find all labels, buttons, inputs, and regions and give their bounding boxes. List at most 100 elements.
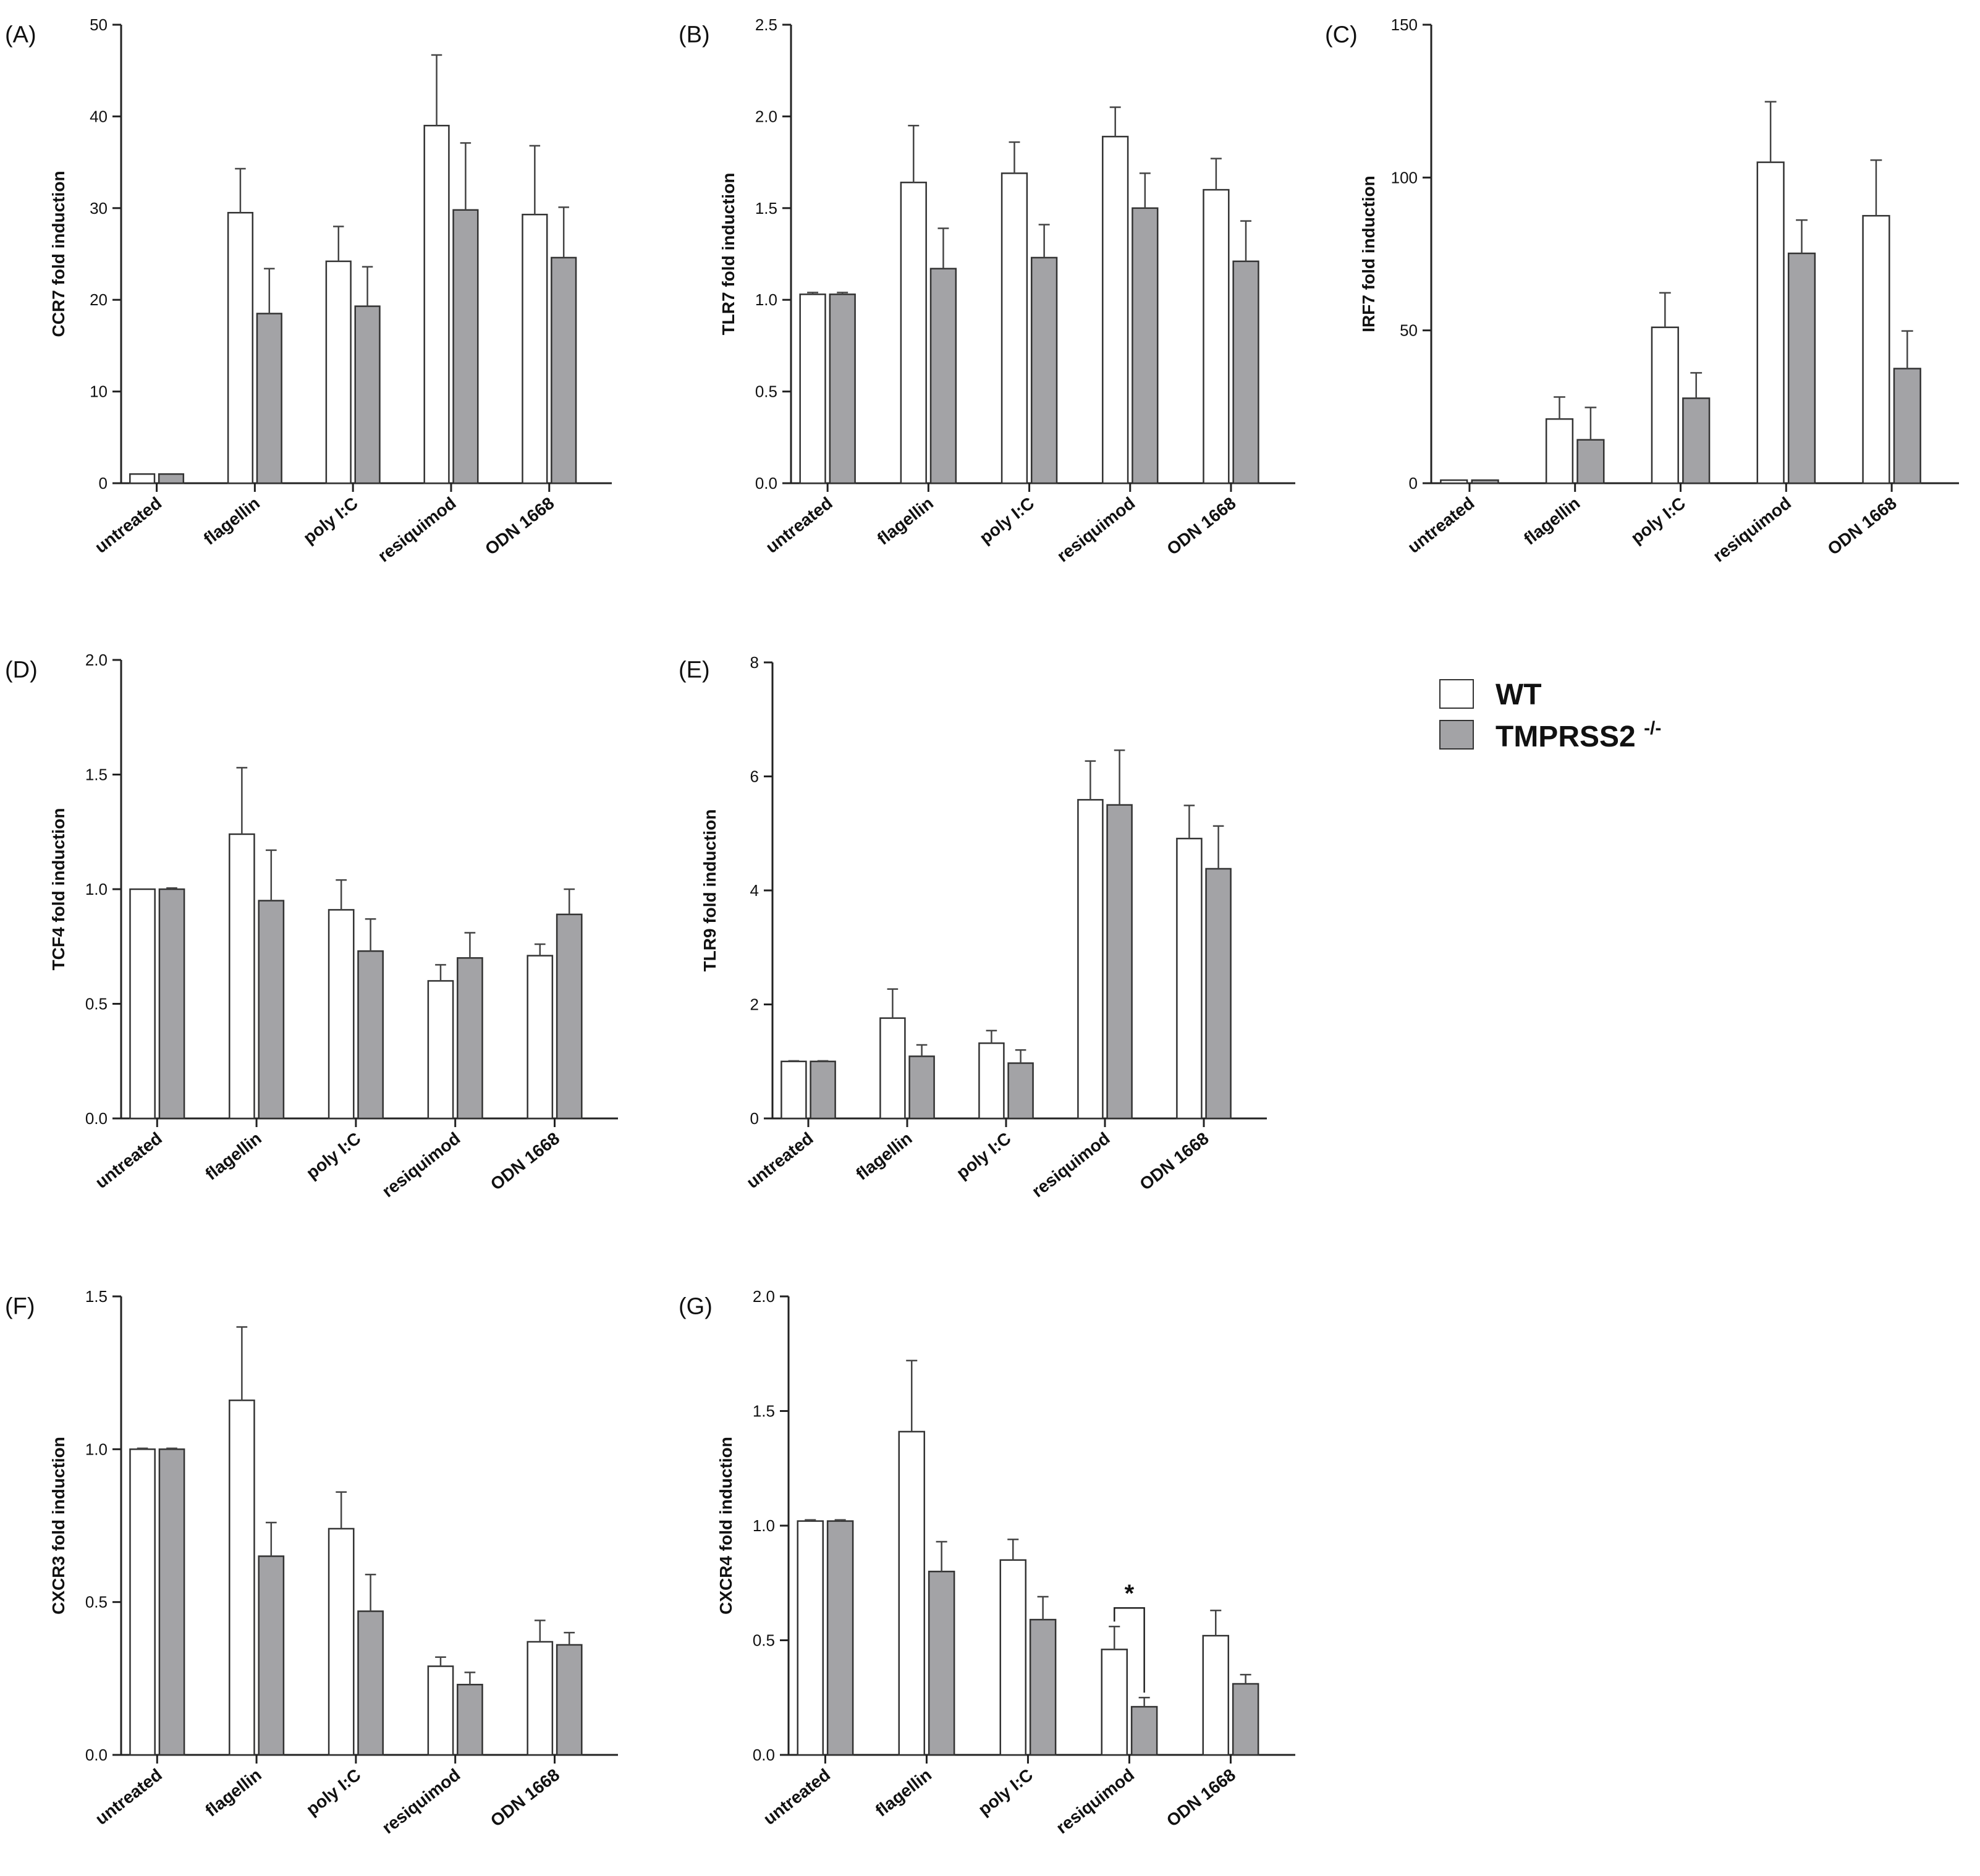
y-tick-label: 30 — [90, 199, 108, 218]
bar-wt — [1077, 799, 1104, 1120]
x-tick-label: resiquimod — [1709, 493, 1795, 565]
x-tick-label: poly I:C — [1627, 493, 1689, 547]
bar-tmprss — [158, 473, 185, 484]
bar-wt — [799, 294, 826, 484]
x-tick-label: flagellin — [852, 1128, 915, 1184]
bar-wt — [781, 1060, 807, 1120]
panel-label: (G) — [679, 1293, 713, 1319]
bar-tmprss — [1787, 252, 1816, 484]
bar-wt — [129, 888, 156, 1120]
y-tick-label: 40 — [90, 107, 108, 125]
bar-tmprss — [1232, 1683, 1259, 1756]
chart-panel: (B) 0.0 0.5 1.0 1.5 2.0 2.5 TLR7 fold induction… — [679, 15, 1295, 566]
y-tick-label: 1.0 — [753, 1516, 775, 1535]
bar-wt — [999, 1559, 1027, 1756]
significance-bracket — [1114, 1607, 1145, 1693]
bar-wt — [978, 1042, 1005, 1120]
bar-wt — [328, 1527, 355, 1756]
y-tick-label: 10 — [90, 382, 108, 401]
bar-tmprss — [1132, 207, 1159, 484]
chart-panel: (D) 0.0 0.5 1.0 1.5 2.0 TCF4 fold induction unt… — [5, 651, 618, 1201]
bar-wt — [129, 473, 156, 484]
y-tick-label: 1.5 — [85, 766, 108, 784]
y-axis-label: TLR9 fold induction — [700, 809, 719, 972]
bar-wt — [229, 833, 255, 1120]
y-tick-label: 6 — [750, 767, 759, 786]
x-tick-label: untreated — [91, 493, 166, 557]
x-tick-label: untreated — [1404, 493, 1478, 557]
bar-tmprss — [258, 900, 285, 1120]
x-tick-label: resiquimod — [1028, 1128, 1114, 1201]
x-tick-label: ODN 1668 — [1824, 493, 1900, 559]
legend: WT TMPRSS2 -/- — [1439, 678, 1661, 753]
panel-label: (E) — [679, 657, 710, 683]
bar-tmprss — [1893, 368, 1921, 484]
bar-tmprss — [928, 1570, 955, 1756]
y-tick-label: 50 — [1400, 321, 1418, 340]
panel-label: (A) — [5, 22, 36, 48]
bar-tmprss — [908, 1055, 935, 1120]
x-tick-label: flagellin — [1520, 493, 1583, 549]
x-tick-label: ODN 1668 — [1163, 493, 1239, 559]
y-tick-label: 1.0 — [85, 880, 108, 898]
y-tick-label: 50 — [90, 15, 108, 34]
x-tick-label: poly I:C — [953, 1128, 1015, 1183]
x-tick-label: flagellin — [874, 493, 937, 549]
x-tick-label: flagellin — [200, 493, 263, 549]
y-axis-label: CXCR3 fold induction — [49, 1437, 68, 1615]
y-tick-label: 100 — [1391, 168, 1418, 187]
x-tick-label: untreated — [760, 1765, 834, 1828]
x-tick-label: poly I:C — [300, 493, 362, 547]
bar-tmprss — [258, 1555, 285, 1756]
bar-wt — [1001, 172, 1028, 484]
y-tick-label: 0.5 — [753, 1631, 775, 1650]
bar-wt — [1203, 188, 1230, 484]
bar-tmprss — [1130, 1705, 1158, 1756]
chart-panel: (E) 0 2 4 6 8 TLR9 fold induction untreated flag… — [679, 653, 1267, 1201]
bar-tmprss — [556, 1644, 583, 1756]
y-tick-label: 1.5 — [85, 1287, 108, 1306]
bar-tmprss — [354, 305, 381, 484]
y-tick-label: 8 — [750, 653, 759, 672]
bar-wt — [1202, 1634, 1230, 1756]
bar-tmprss — [826, 1520, 854, 1756]
bar-tmprss — [452, 209, 479, 484]
y-axis-label: TCF4 fold induction — [49, 808, 68, 971]
x-tick-label: poly I:C — [975, 1765, 1036, 1819]
y-tick-label: 1.5 — [755, 199, 777, 218]
bar-wt — [1756, 161, 1785, 484]
x-tick-label: resiquimod — [1052, 1765, 1138, 1837]
bar-wt — [1176, 837, 1203, 1120]
bar-tmprss — [1007, 1062, 1034, 1120]
x-tick-label: ODN 1668 — [1136, 1128, 1212, 1194]
bar-tmprss — [158, 1448, 185, 1756]
legend-label-wt: WT — [1496, 678, 1542, 711]
legend-swatch-wt — [1439, 679, 1474, 709]
y-tick-label: 1.0 — [755, 290, 777, 309]
bar-tmprss — [929, 268, 957, 484]
y-tick-label: 0 — [99, 474, 108, 492]
y-axis-label: CCR7 fold induction — [49, 171, 68, 337]
legend-label-tmprss-superscript: -/- — [1644, 718, 1661, 738]
bar-tmprss — [1682, 397, 1711, 484]
bar-wt — [898, 1430, 926, 1756]
x-tick-label: untreated — [743, 1128, 817, 1192]
y-tick-label: 0 — [1409, 474, 1418, 492]
x-tick-label: flagellin — [201, 1128, 264, 1184]
y-tick-label: 0.0 — [85, 1109, 108, 1128]
legend-label-tmprss-main: TMPRSS2 — [1496, 720, 1636, 753]
bar-tmprss — [457, 1683, 483, 1756]
y-tick-label: 1.0 — [85, 1440, 108, 1458]
x-tick-label: ODN 1668 — [487, 1765, 563, 1830]
y-tick-label: 2.0 — [753, 1287, 775, 1306]
bar-wt — [527, 955, 554, 1120]
x-tick-label: flagellin — [872, 1765, 935, 1820]
y-tick-label: 20 — [90, 290, 108, 309]
x-tick-label: poly I:C — [976, 493, 1038, 547]
y-axis-label: CXCR4 fold induction — [716, 1437, 735, 1615]
y-tick-label: 0.5 — [755, 382, 777, 401]
x-tick-label: ODN 1668 — [481, 493, 557, 559]
bar-wt — [900, 181, 927, 484]
x-tick-label: resiquimod — [1053, 493, 1138, 565]
